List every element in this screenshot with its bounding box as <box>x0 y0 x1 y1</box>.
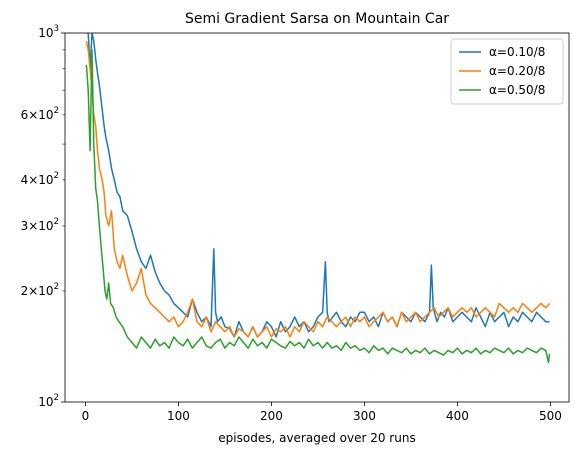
legend-label: α=0.10/8 <box>489 45 545 59</box>
series-line-2 <box>85 41 551 338</box>
x-tick-label: 100 <box>167 409 190 423</box>
legend-label: α=0.50/8 <box>489 83 545 97</box>
y-minor-tick-label: 4×102 <box>21 171 59 187</box>
y-major-tick-label: 103 <box>38 24 59 40</box>
plot-lines <box>85 33 551 364</box>
x-tick-label: 0 <box>82 409 90 423</box>
y-axis: 102 103 2×102 3×102 4×102 6×102 <box>21 24 65 409</box>
x-tick-label: 300 <box>353 409 376 423</box>
x-tick-label: 200 <box>260 409 283 423</box>
y-minor-tick-label: 2×102 <box>21 282 59 298</box>
legend-box <box>450 38 564 105</box>
series-line-3 <box>85 49 551 364</box>
plot-frame <box>64 32 570 403</box>
x-axis-label: episodes, averaged over 20 runs <box>218 431 415 445</box>
legend-label: α=0.20/8 <box>489 64 545 78</box>
x-axis: 0 100 200 300 400 500 <box>82 402 562 423</box>
legend: α=0.10/8 α=0.20/8 α=0.50/8 <box>450 38 564 105</box>
x-tick-label: 400 <box>446 409 469 423</box>
chart-title: Semi Gradient Sarsa on Mountain Car <box>185 11 449 27</box>
x-tick-label: 500 <box>539 409 562 423</box>
y-minor-tick-label: 3×102 <box>21 217 59 233</box>
y-minor-tick-label: 6×102 <box>21 106 59 122</box>
y-major-tick-label: 102 <box>38 393 59 409</box>
